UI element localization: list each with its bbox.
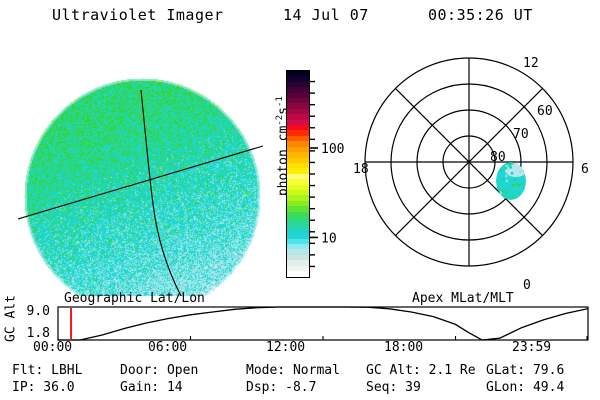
colorbar-band xyxy=(287,125,309,131)
observation-date: 14 Jul 07 xyxy=(283,6,369,24)
colorbar-band xyxy=(287,119,309,126)
colorbar-band xyxy=(287,130,309,136)
geographic-image-panel[interactable] xyxy=(18,44,268,296)
polar-mlt-label: 12 xyxy=(523,56,539,71)
colorbar-band xyxy=(287,108,309,115)
colorbar-band xyxy=(287,71,309,77)
status-glon: GLon: 49.4 xyxy=(486,380,565,395)
colorbar-band xyxy=(287,271,309,277)
orbit-x-tick-label: 06:00 xyxy=(148,340,188,355)
status-gc-alt: GC Alt: 2.1 Re xyxy=(366,363,476,378)
colorbar-band xyxy=(287,173,309,180)
orbit-y-tick-label: 1.8 xyxy=(26,326,50,341)
colorbar-band xyxy=(287,222,309,228)
polar-mlt-label: 6 xyxy=(581,162,589,177)
polar-mlat-label: 80 xyxy=(490,150,506,165)
colorbar-band xyxy=(287,195,309,201)
colorbar-band xyxy=(287,162,309,169)
status-glat: GLat: 79.6 xyxy=(486,363,565,378)
colorbar-band xyxy=(287,168,309,174)
status-door: Door: Open xyxy=(120,363,199,378)
status-dsp: Dsp: -8.7 xyxy=(246,380,317,395)
apex-polar-panel[interactable]: 12 18 6 0 60 70 80 xyxy=(345,42,595,294)
colorbar-band xyxy=(287,141,309,147)
orbit-altitude-curve xyxy=(58,306,588,341)
colorbar-tick-label: 100 xyxy=(321,142,344,157)
colorbar-band xyxy=(287,179,309,185)
colorbar-band xyxy=(287,189,309,196)
orbit-x-tick-label: 18:00 xyxy=(384,340,424,355)
geographic-panel-caption: Geographic Lat/Lon xyxy=(64,291,205,306)
colorbar-panel: photon cm-2s-1 100 10 xyxy=(258,60,350,288)
status-gain: Gain: 14 xyxy=(120,380,183,395)
colorbar-band xyxy=(287,238,309,244)
status-footer: Flt: LBHL IP: 36.0 Door: Open Gain: 14 M… xyxy=(0,363,600,400)
status-flt: Flt: LBHL xyxy=(12,363,83,378)
observation-time: 00:35:26 UT xyxy=(428,6,533,24)
colorbar-band xyxy=(287,81,309,88)
colorbar-band xyxy=(287,87,309,93)
page-title: Ultraviolet Imager xyxy=(52,6,224,24)
colorbar-band xyxy=(287,157,309,163)
status-mode: Mode: Normal xyxy=(246,363,340,378)
colorbar-tick-label: 10 xyxy=(321,231,337,246)
colorbar-band xyxy=(287,227,309,234)
colorbar-band xyxy=(287,114,309,120)
polar-mlat-label: 70 xyxy=(513,127,529,142)
colorbar-ticks: 100 10 xyxy=(310,80,344,268)
orbit-x-tick-label: 00:00 xyxy=(33,340,73,355)
orbit-track-curve xyxy=(57,306,589,341)
orbit-altitude-plot[interactable]: GC Alt 9.0 1.8 00:00 06:00 12:00 18:00 23:59 xyxy=(0,295,600,355)
colorbar-band xyxy=(287,92,309,99)
aurora-oval-patch xyxy=(496,162,526,200)
colorbar-band xyxy=(287,216,309,223)
colorbar-gradient xyxy=(286,70,310,278)
polar-mlt-label: 0 xyxy=(523,278,531,293)
colorbar-band xyxy=(287,260,309,266)
colorbar-band xyxy=(287,152,309,158)
disk-overlay-lines xyxy=(18,89,264,296)
colorbar-band xyxy=(287,98,309,104)
polar-mlat-label: 60 xyxy=(537,104,553,119)
polar-mlt-label: 18 xyxy=(353,162,369,177)
apex-panel-caption: Apex MLat/MLT xyxy=(412,291,514,306)
colorbar-band xyxy=(287,103,309,109)
colorbar-band xyxy=(287,146,309,153)
auroral-disk-image xyxy=(18,44,268,296)
orbit-x-tick-label: 23:59 xyxy=(512,340,552,355)
colorbar-band xyxy=(287,211,309,217)
colorbar-band xyxy=(287,265,309,272)
colorbar-band xyxy=(287,249,309,255)
colorbar-band xyxy=(287,254,309,261)
colorbar-band xyxy=(287,200,309,207)
orbit-y-tick-label: 9.0 xyxy=(26,304,50,319)
colorbar-band xyxy=(287,135,309,142)
colorbar-band xyxy=(287,184,309,190)
colorbar-band xyxy=(287,244,309,250)
colorbar-band xyxy=(287,206,309,212)
status-ip: IP: 36.0 xyxy=(12,380,75,395)
colorbar-band xyxy=(287,233,309,239)
status-seq: Seq: 39 xyxy=(366,380,421,395)
colorbar-band xyxy=(287,76,309,82)
orbit-x-tick-label: 12:00 xyxy=(266,340,306,355)
